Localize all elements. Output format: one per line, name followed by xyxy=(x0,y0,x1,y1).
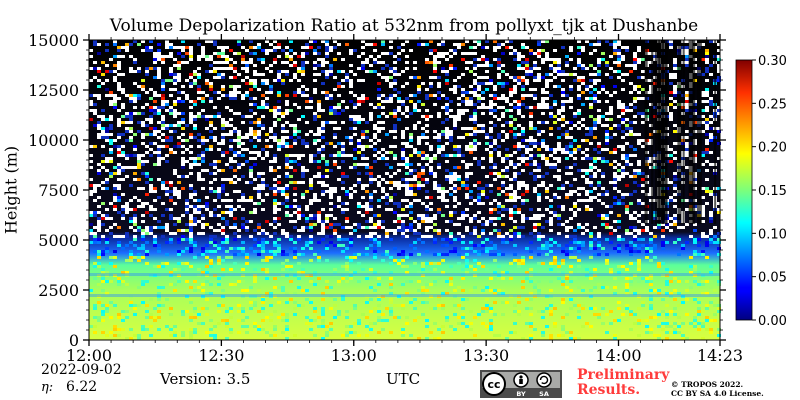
x-axis-label: UTC xyxy=(386,370,421,388)
y-tick-label: 12500 xyxy=(28,81,79,100)
colorbar-tick-label: 0.10 xyxy=(758,227,787,242)
x-axis: 12:00 12:30 13:00 13:30 14:00 14:23 xyxy=(66,34,743,365)
preliminary-note: Preliminary Results. xyxy=(577,368,669,398)
eta-label: η: xyxy=(41,380,54,395)
cc-icon-text: cc xyxy=(487,378,500,391)
y-tick-label: 2500 xyxy=(38,281,79,300)
preliminary-line-1: Preliminary xyxy=(577,367,670,383)
colorbar: 0.00 0.05 0.10 0.15 0.20 0.25 0.30 xyxy=(735,54,787,329)
cloud-streak xyxy=(677,40,682,224)
colorbar-tick-label: 0.00 xyxy=(758,314,787,329)
y-tick-label: 0 xyxy=(69,331,79,350)
cloud-streak xyxy=(682,40,685,224)
sa-arrow-icon xyxy=(536,372,552,388)
aerosol-layer-stripe xyxy=(89,294,720,297)
cloud-streak xyxy=(661,40,667,224)
x-tick-label: 13:30 xyxy=(463,346,509,365)
by-label: BY xyxy=(516,390,526,398)
x-tick-label: 13:00 xyxy=(331,346,377,365)
colorbar-tick-label: 0.20 xyxy=(758,141,787,156)
copyright-line-1: © TROPOS 2022. xyxy=(671,380,744,389)
x-tick-label: 14:00 xyxy=(595,346,641,365)
version-label: Version: 3.5 xyxy=(160,370,251,388)
sa-label: SA xyxy=(539,390,549,398)
colorbar-tick-label: 0.30 xyxy=(758,54,787,69)
colorbar-scale xyxy=(735,59,753,321)
x-tick-label: 14:23 xyxy=(697,346,743,365)
colorbar-tick-label: 0.15 xyxy=(758,184,787,199)
cloud-streak xyxy=(665,40,668,224)
eta-value: 6.22 xyxy=(66,379,98,395)
chart-title: Volume Depolarization Ratio at 532nm fro… xyxy=(109,16,699,36)
x-tick-label: 12:30 xyxy=(198,346,244,365)
y-tick-label: 5000 xyxy=(38,231,79,250)
cloud-streak xyxy=(658,40,665,224)
y-tick-label: 15000 xyxy=(28,31,79,50)
cc-license-badge: cc BY SA xyxy=(480,370,562,398)
cloud-streak xyxy=(654,40,661,224)
aerosol-layer-stripe xyxy=(89,273,720,276)
cloud-streak xyxy=(714,40,717,224)
cloud-streak xyxy=(696,40,702,224)
cloud-streak xyxy=(688,40,694,224)
colorbar-tick-label: 0.25 xyxy=(758,97,787,112)
cc-icon xyxy=(482,372,506,396)
cloud-streak xyxy=(644,40,648,224)
colorbar-tick-label: 0.05 xyxy=(758,271,787,286)
cloud-streak xyxy=(651,40,654,224)
date-label: 2022-09-02 xyxy=(41,362,122,378)
x-tick-label: 12:00 xyxy=(66,346,112,365)
copyright-note: © TROPOS 2022. CC BY SA 4.0 License. xyxy=(671,380,764,398)
y-tick-label: 10000 xyxy=(28,131,79,150)
preliminary-line-2: Results. xyxy=(577,382,641,398)
copyright-line-2: CC BY SA 4.0 License. xyxy=(671,389,764,398)
y-tick-label: 7500 xyxy=(38,181,79,200)
cloud-streak xyxy=(692,40,696,224)
heatmap-cells xyxy=(89,40,721,340)
y-axis: 0 2500 5000 7500 10000 12500 15000 xyxy=(28,31,726,350)
